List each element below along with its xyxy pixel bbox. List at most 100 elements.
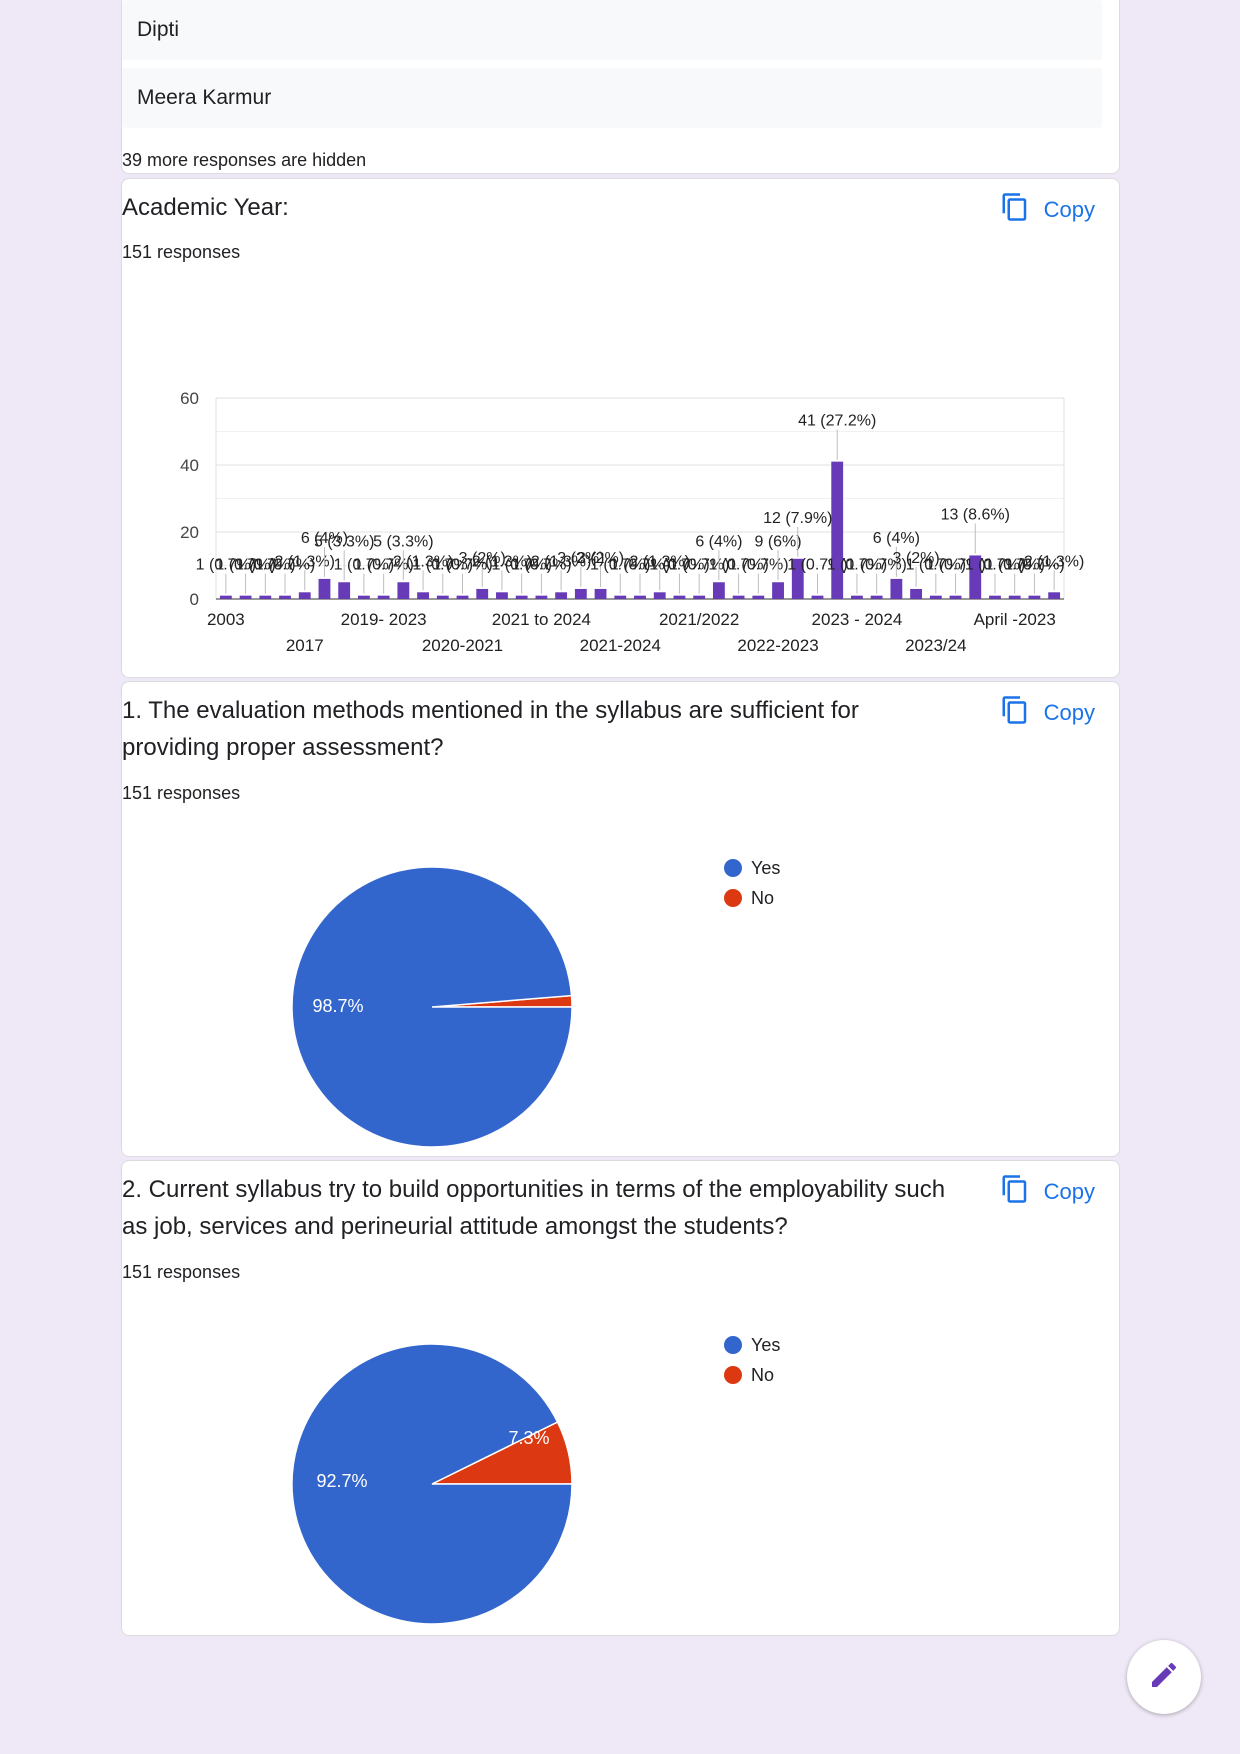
bar <box>969 555 982 599</box>
y-tick-label: 40 <box>180 456 199 475</box>
copy-chart-button[interactable]: Copy <box>1000 694 1095 732</box>
bar <box>279 595 291 599</box>
x-tick-label: April -2023 <box>974 610 1056 629</box>
legend-swatch <box>724 889 742 907</box>
legend-label: Yes <box>751 1334 781 1355</box>
bar <box>535 595 548 599</box>
y-tick-label: 0 <box>190 590 199 609</box>
bar <box>219 595 232 599</box>
response-count: 151 responses <box>122 242 241 262</box>
chart-legend: Yes No <box>724 853 780 913</box>
bar <box>811 595 824 599</box>
short-answer-card: Dipti Meera Karmur 39 more responses are… <box>121 0 1120 174</box>
bar <box>397 582 410 599</box>
x-tick-label: 2021-2024 <box>580 636 661 655</box>
pie-slice <box>291 866 573 1148</box>
bar <box>239 595 252 599</box>
bar <box>910 588 923 599</box>
data-label: 2 (1.3%) <box>472 553 532 570</box>
data-label: 1 (0.7%) <box>846 557 906 574</box>
pie-slice-label: 92.7% <box>316 1471 367 1491</box>
y-tick-label: 60 <box>180 389 199 408</box>
bar <box>515 595 528 599</box>
data-label: 41 (27.2%) <box>798 413 876 430</box>
question-title: Academic Year: <box>122 194 289 221</box>
legend-item-no: No <box>724 883 780 913</box>
x-tick-label: 2023/24 <box>905 636 966 655</box>
bar <box>476 588 489 599</box>
data-label: 1 (0.7%) <box>965 557 1025 574</box>
question-2-card: 2. Current syllabus try to build opportu… <box>121 1160 1120 1636</box>
data-label: 3 (2%) <box>557 550 604 567</box>
bar <box>259 595 272 599</box>
bar <box>338 582 351 599</box>
bar <box>357 595 370 599</box>
data-label: 1 (0.7%) <box>984 557 1044 574</box>
data-label: 1 (0.7%) <box>649 557 709 574</box>
data-label: 6 (4%) <box>873 530 920 547</box>
pie-slice-label: 98.7% <box>312 996 363 1016</box>
data-label: 3 (2%) <box>893 550 940 567</box>
bar <box>318 578 331 599</box>
question-2-pie-chart: 92.7% 7.3% <box>291 1343 573 1625</box>
x-tick-label: 2019- 2023 <box>341 610 427 629</box>
bar <box>1048 592 1061 599</box>
bar <box>594 588 607 599</box>
data-label: 1 (0.7%) <box>590 557 650 574</box>
data-label: 9 (6%) <box>754 533 801 550</box>
bar <box>614 595 627 599</box>
data-label: 2 (1.3%) <box>629 553 689 570</box>
x-tick-label: 2022-2023 <box>737 636 818 655</box>
academic-year-card: Academic Year: Copy 151 responses 0 20 40 6… <box>121 178 1120 678</box>
pie-slice <box>291 1343 573 1625</box>
data-label: 13 (8.6%) <box>941 506 1010 523</box>
data-label: 3 (2%) <box>577 550 624 567</box>
copy-label: Copy <box>1043 700 1095 725</box>
copy-chart-button[interactable]: Copy <box>1000 1173 1095 1211</box>
bar <box>693 595 706 599</box>
bar <box>1028 595 1041 599</box>
bar <box>870 595 883 599</box>
data-label: 3 (2%) <box>459 550 506 567</box>
bar <box>417 592 429 599</box>
legend-swatch <box>724 859 742 877</box>
data-label: 2 (1.3%) <box>1024 553 1084 570</box>
response-item: Dipti <box>122 0 1102 60</box>
data-label: 5 (3.3%) <box>373 533 433 550</box>
bar <box>851 595 863 599</box>
data-label: 2 (1.3%) <box>531 553 591 570</box>
data-label: 1 (0.7%) <box>827 557 887 574</box>
legend-item-no: No <box>724 1360 780 1390</box>
data-label: 1 (0.7%) <box>669 557 729 574</box>
legend-label: Yes <box>751 857 781 878</box>
bar <box>989 595 1001 599</box>
bar <box>732 595 745 599</box>
data-label: 1 (0.7%) <box>215 557 275 574</box>
x-tick-label: 2003 <box>207 610 245 629</box>
bar <box>377 595 390 599</box>
response-item: Meera Karmur <box>122 68 1102 128</box>
data-label: 5 (3.3%) <box>314 533 374 550</box>
bar <box>752 595 765 599</box>
data-label: 1 (0.7%) <box>1004 557 1064 574</box>
data-label: 1 (0.7%) <box>610 557 670 574</box>
x-tick-label: 2020-2021 <box>422 636 503 655</box>
bar <box>929 595 942 599</box>
copy-chart-button[interactable]: Copy <box>1000 191 1095 229</box>
edit-button[interactable] <box>1127 1640 1201 1714</box>
response-count: 151 responses <box>122 783 241 803</box>
bar <box>673 595 686 599</box>
data-label: 1 (0.7%) <box>432 557 492 574</box>
data-label: 12 (7.9%) <box>763 510 832 527</box>
bar <box>496 592 508 599</box>
data-label: 1 (0.7%) <box>196 557 256 574</box>
x-tick-label: 2017 <box>286 636 324 655</box>
bar <box>555 592 568 599</box>
legend-item-yes: Yes <box>724 1330 780 1360</box>
x-tick-label: 2021/2022 <box>659 610 739 629</box>
data-label: 2 (1.3%) <box>393 553 453 570</box>
data-label: 6 (4%) <box>695 533 742 550</box>
question-1-card: 1. The evaluation methods mentioned in t… <box>121 681 1120 1157</box>
legend-label: No <box>751 1364 775 1385</box>
